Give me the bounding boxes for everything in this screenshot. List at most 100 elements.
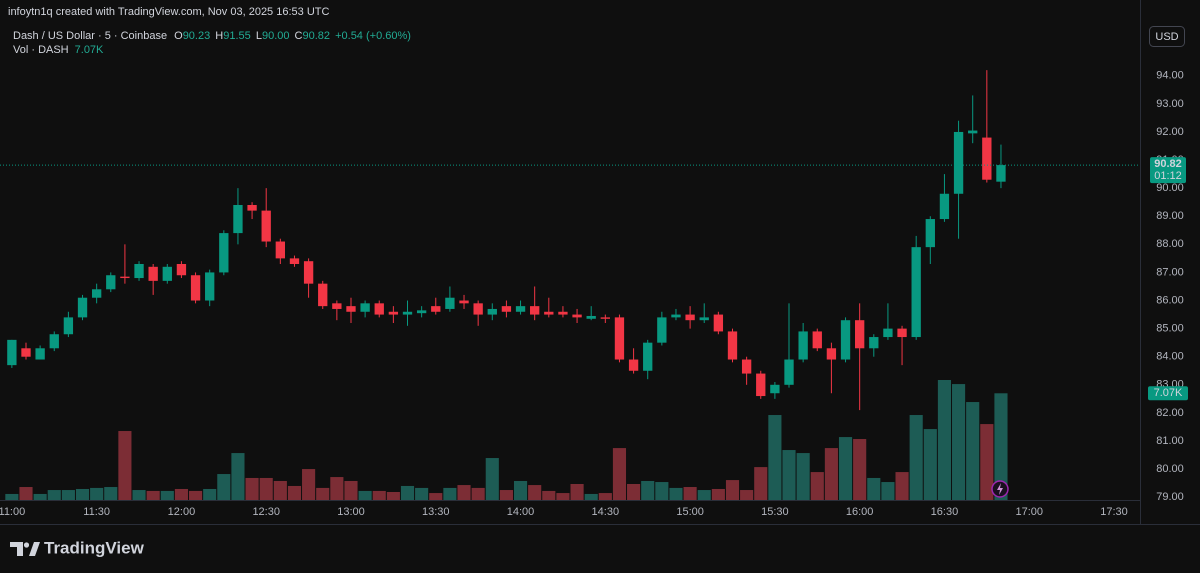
volume-bar: [909, 415, 923, 500]
currency-button[interactable]: [1149, 26, 1185, 47]
candle-body: [445, 297, 455, 309]
lightning: [997, 483, 1003, 495]
y-tick-label: 87.00: [1156, 266, 1184, 278]
candle-body: [233, 205, 243, 234]
candle-body: [741, 359, 752, 374]
volume-bar: [584, 493, 598, 500]
candle-body: [784, 359, 794, 385]
candle-body: [332, 303, 342, 309]
volume-bar: [598, 493, 612, 500]
legend-line: Dash / US Dollar · 5 · Coinbase O90.23 H…: [13, 30, 411, 42]
volume-bar: [768, 415, 782, 500]
volume-bar: [33, 493, 47, 500]
volume-bar: [344, 480, 358, 500]
volume-bar: [457, 485, 471, 500]
candle-body: [628, 359, 639, 371]
volume-bar: [810, 472, 824, 500]
candle-body: [840, 320, 851, 360]
candle-body: [346, 306, 356, 312]
candle-body: [826, 348, 837, 360]
y-tick-label: 82.00: [1156, 407, 1184, 419]
volume-bar: [923, 429, 937, 500]
candles: [7, 70, 1006, 411]
y-tick-label: 92.00: [1156, 126, 1184, 138]
candle-body: [459, 300, 469, 304]
o-key: O: [174, 30, 183, 42]
candle-body: [572, 314, 582, 318]
brand: TradingView: [44, 538, 145, 557]
candle-body: [798, 331, 808, 360]
candle-body: [671, 314, 681, 318]
volume-bar: [966, 402, 980, 500]
volume-bar: [61, 490, 75, 500]
volume-bar: [330, 477, 344, 500]
candle-body: [982, 137, 992, 180]
volume-bar: [754, 467, 768, 500]
currency[interactable]: USD: [1155, 31, 1178, 43]
candle-body: [303, 261, 314, 284]
candle-body: [558, 311, 568, 315]
volume-bar: [937, 380, 952, 500]
y-tick-label: 88.00: [1156, 238, 1184, 250]
candle-body: [63, 317, 74, 335]
volume-label-box: [1148, 386, 1188, 401]
candle-body: [770, 384, 780, 394]
x-tick-label: 13:30: [422, 506, 450, 518]
volume-bar: [570, 484, 584, 500]
candle-body: [205, 272, 215, 301]
volume-bar: [867, 477, 881, 500]
volume-bar: [443, 487, 457, 500]
candle-body: [190, 275, 201, 301]
volume-bar: [612, 448, 627, 500]
volume-bar: [980, 424, 994, 500]
candle-body: [106, 275, 116, 290]
volume-bar: [259, 477, 273, 500]
y-tick-label: 85.00: [1156, 323, 1184, 335]
volume-bar: [824, 448, 838, 500]
volume-bar: [655, 482, 669, 500]
logo-mark: [10, 542, 23, 556]
volume-bar: [273, 480, 287, 500]
countdown: 01:12: [1154, 170, 1182, 182]
volume-bar: [994, 393, 1008, 500]
volume-bar: [203, 488, 217, 500]
y-tick-label: 84.00: [1156, 351, 1184, 363]
candle-body: [49, 334, 59, 349]
volume-bar: [528, 485, 542, 500]
candle-body: [600, 317, 610, 319]
volume-pane: [5, 380, 1008, 500]
candle-body: [289, 258, 300, 264]
x-tick-label: 12:00: [168, 506, 196, 518]
x-tick-label: 16:30: [931, 506, 959, 518]
candle-body: [812, 331, 822, 349]
y-tick-label: 93.00: [1156, 98, 1184, 110]
candle-body: [614, 317, 625, 360]
candle-body: [261, 210, 271, 242]
volume-bar: [683, 487, 697, 500]
volume-bar: [641, 480, 655, 500]
x-tick-label: 17:00: [1015, 506, 1043, 518]
volume-label: 7.07K: [1154, 387, 1183, 399]
volume-bar: [132, 490, 146, 500]
vol-value: 7.07K: [75, 44, 104, 56]
candle-body: [501, 306, 512, 312]
volume-bar: [188, 490, 203, 500]
candle-body: [162, 266, 172, 281]
volume-bar: [513, 480, 528, 500]
x-tick-label: 15:00: [676, 506, 704, 518]
x-tick-label: 13:00: [337, 506, 365, 518]
logo-mark: [29, 542, 40, 556]
candle-body: [416, 310, 427, 314]
h-key: H: [215, 30, 223, 42]
candle-body: [21, 348, 31, 357]
last-price-box: [1150, 157, 1186, 184]
candle-body: [855, 320, 865, 349]
volume-bar: [75, 488, 90, 500]
candle-body: [953, 131, 964, 194]
l-key: L: [256, 30, 262, 42]
volume-bar: [556, 493, 570, 500]
volume-bar: [782, 450, 796, 500]
